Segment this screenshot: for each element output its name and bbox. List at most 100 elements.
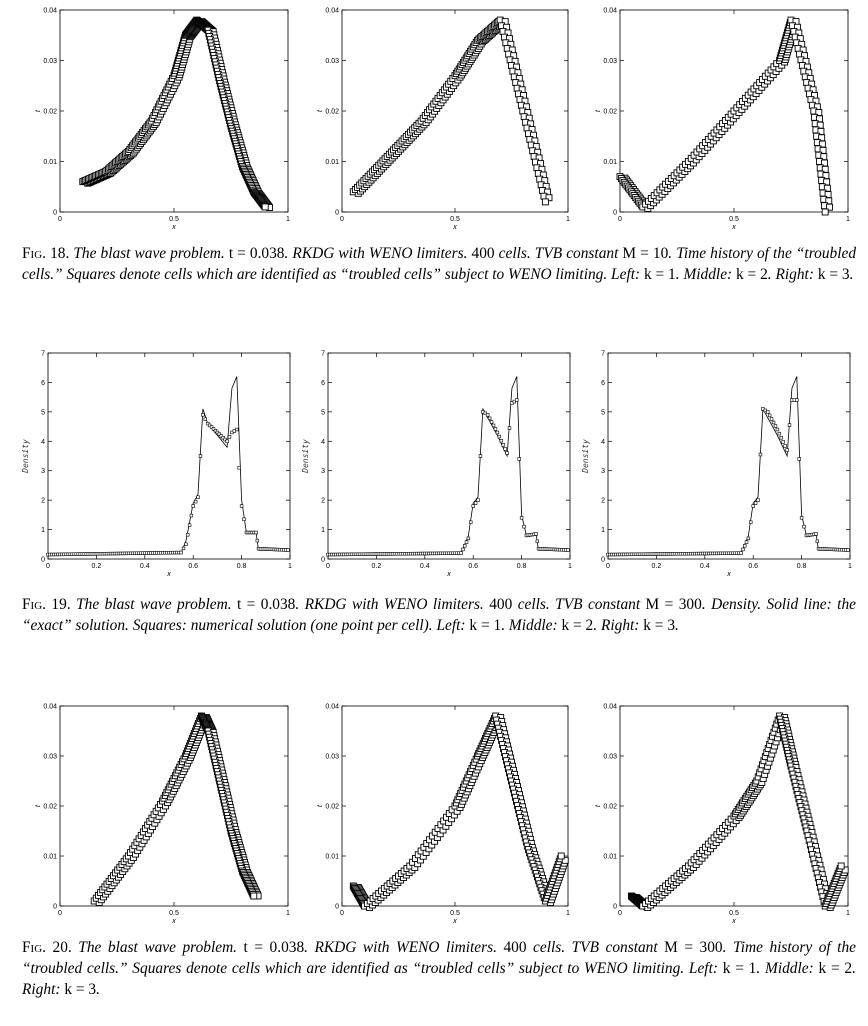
fig18-middle-plot: 0 0.5 1 0 0.01 0.02 0.03 0.04 x t — [317, 8, 570, 232]
cell-value-marker — [767, 413, 772, 418]
cell-value-marker — [242, 517, 246, 521]
y-axis-label: t — [35, 804, 42, 807]
y-axis-label: Density — [581, 439, 590, 474]
cell-value-marker — [471, 504, 475, 508]
caption-segment: t = 0.038 — [228, 245, 285, 262]
troubled-cell-marker — [545, 194, 553, 202]
cell-value-marker — [497, 434, 502, 439]
cell-value-marker — [209, 425, 214, 429]
cell-value-marker — [239, 504, 244, 508]
x-tick-label: 0 — [618, 910, 622, 917]
x-tick-label: 0 — [58, 910, 62, 917]
numerical-solution — [326, 398, 570, 557]
fig19-caption: Fig. 19. The blast wave problem. t = 0.0… — [22, 594, 856, 636]
cell-value-marker — [799, 516, 804, 520]
plot-frame — [59, 705, 289, 907]
x-axis-label: x — [446, 571, 451, 578]
cell-value-marker — [464, 540, 469, 544]
y-tick-label: 0 — [41, 557, 45, 564]
caption-segment: . Time history of the “troubled cells.” … — [22, 245, 857, 283]
x-tick-label: 0.2 — [652, 563, 662, 570]
axes: 0 0.5 1 0 0.01 0.02 0.03 0.04 x t — [595, 704, 850, 926]
axes: 0 0.2 0.4 0.6 0.8 1 0 1 2 3 4 5 6 7 x Density — [581, 351, 852, 579]
caption-segment: cells. TVB constant — [512, 596, 646, 613]
axes: 0 0.5 1 0 0.01 0.02 0.03 0.04 x t — [35, 704, 290, 926]
cell-value-marker — [219, 434, 223, 438]
caption-segment: k = 3 — [643, 617, 676, 634]
exact-solution-line — [47, 376, 290, 555]
y-tick-label: 0.04 — [325, 8, 339, 15]
x-tick-label: 0.8 — [797, 563, 807, 570]
cell-value-marker — [191, 504, 195, 508]
cell-value-marker — [517, 457, 521, 461]
caption-segment: The blast wave problem. — [78, 939, 244, 956]
figure-number: Fig. 19. — [22, 596, 71, 613]
y-axis-label: Density — [21, 439, 30, 474]
caption-segment: cells. TVB constant — [526, 939, 665, 956]
cell-value-marker — [797, 457, 801, 461]
caption-segment: . Time history of the “troubled cells.” … — [22, 939, 856, 977]
fig20-right-plot: 0 0.5 1 0 0.01 0.02 0.03 0.04 x t — [595, 704, 850, 926]
x-tick-label: 0.5 — [169, 216, 179, 223]
troubled-cell-marker — [250, 892, 258, 900]
caption-segment: . RKDG with WENO limiters. — [295, 596, 490, 613]
cell-value-marker — [211, 427, 216, 431]
y-tick-label: 0.01 — [43, 854, 57, 861]
x-axis-label: x — [452, 918, 457, 925]
x-tick-label: 0 — [340, 216, 344, 223]
axes: 0 0.5 1 0 0.01 0.02 0.03 0.04 x t — [317, 8, 570, 232]
cell-value-marker — [769, 417, 774, 421]
y-tick-label: 0 — [613, 904, 617, 911]
caption-segment: 400 — [489, 596, 513, 613]
x-tick-label: 1 — [286, 910, 290, 917]
cell-value-marker — [787, 423, 792, 427]
x-tick-label: 0 — [606, 563, 610, 570]
exact-solution-line — [327, 376, 570, 555]
y-tick-label: 4 — [601, 439, 605, 446]
figure-number: Fig. 20. — [22, 939, 72, 956]
y-tick-label: 7 — [321, 351, 325, 358]
cell-value-marker — [773, 424, 778, 428]
cell-value-marker — [223, 437, 227, 442]
caption-segment: . Right: — [593, 617, 644, 634]
cell-value-marker — [493, 427, 498, 431]
x-tick-label: 0.4 — [700, 563, 710, 570]
y-tick-label: 0.03 — [325, 58, 339, 65]
cell-value-marker — [741, 547, 745, 552]
y-tick-label: 5 — [601, 409, 605, 416]
cell-value-marker — [743, 544, 747, 548]
cell-value-marker — [213, 428, 218, 433]
x-tick-label: 0.5 — [729, 216, 739, 223]
data-series — [616, 16, 833, 216]
y-axis-label: Density — [301, 439, 310, 474]
y-tick-label: 0.02 — [325, 804, 339, 811]
cell-value-marker — [235, 427, 239, 432]
x-tick-label: 0.4 — [140, 563, 150, 570]
cell-value-marker — [795, 398, 799, 402]
caption-segment: k = 1 — [722, 960, 757, 977]
y-tick-label: 0 — [335, 210, 339, 217]
y-tick-label: 0.03 — [43, 754, 57, 761]
cell-value-marker — [486, 413, 490, 417]
cell-value-marker — [781, 440, 785, 444]
y-tick-label: 0.01 — [325, 854, 339, 861]
axes: 0 0.5 1 0 0.01 0.02 0.03 0.04 x t — [35, 8, 290, 232]
cell-value-marker — [519, 516, 524, 520]
caption-segment: . Density. Solid line: the “exact” solut… — [22, 596, 856, 634]
y-tick-label: 0.02 — [603, 804, 617, 811]
y-axis-label: t — [317, 804, 324, 807]
x-axis-label: x — [731, 918, 736, 925]
numerical-solution — [606, 398, 850, 557]
x-axis-label: x — [166, 571, 171, 578]
x-tick-label: 0.8 — [517, 563, 527, 570]
x-tick-label: 1 — [288, 563, 292, 570]
y-tick-label: 1 — [321, 527, 325, 534]
caption-segment: t = 0.038 — [243, 939, 305, 956]
axes: 0 0.2 0.4 0.6 0.8 1 0 1 2 3 4 5 6 7 x Density — [21, 351, 292, 579]
numerical-solution — [46, 413, 290, 557]
x-tick-label: 0.6 — [188, 563, 198, 570]
x-axis-label: x — [731, 224, 736, 231]
x-tick-label: 0.5 — [729, 910, 739, 917]
data-series — [79, 16, 273, 211]
y-tick-label: 7 — [601, 351, 605, 358]
